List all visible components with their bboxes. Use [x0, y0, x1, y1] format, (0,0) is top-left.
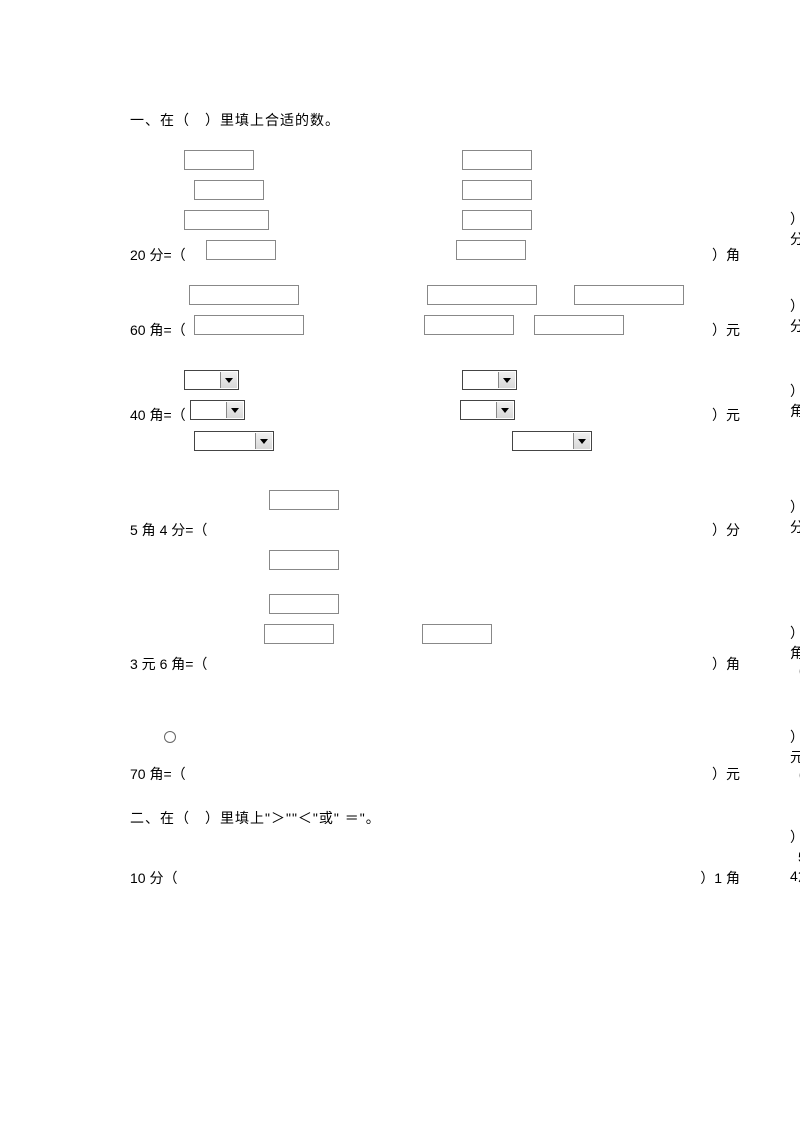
input-q1-a3[interactable]	[184, 210, 269, 230]
input-q2-c1[interactable]	[574, 285, 684, 305]
q3-left-text: 40 角=（	[130, 405, 186, 425]
q6-right-text: ）元	[712, 764, 750, 784]
q4-side: ） 分	[790, 498, 800, 537]
select-q3-a1[interactable]	[184, 370, 239, 390]
input-q4-a1[interactable]	[269, 490, 339, 510]
input-q4-a2[interactable]	[269, 550, 339, 570]
select-q3-b2[interactable]	[460, 400, 515, 420]
input-q2-b2[interactable]	[424, 315, 514, 335]
select-q3-b1[interactable]	[462, 370, 517, 390]
section-1-title: 一、在（ ）里填上合适的数。	[130, 110, 750, 130]
input-q2-b1[interactable]	[427, 285, 537, 305]
input-q1-b3[interactable]	[462, 210, 532, 230]
section-2-title: 二、在（ ）里填上"＞""＜"或" ＝"。	[130, 808, 750, 828]
q3-side: ） 角	[790, 382, 800, 421]
input-q1-b4[interactable]	[456, 240, 526, 260]
input-q1-a2[interactable]	[194, 180, 264, 200]
question-7-block: 10 分（ ）1 角 ） 5 4角	[130, 868, 750, 892]
q6-left-text: 70 角=（	[130, 764, 186, 784]
q2-side: ） 分	[790, 297, 800, 336]
q5-right-text: ）角	[712, 654, 750, 674]
q1-side: ） 分	[790, 210, 800, 249]
input-q1-b2[interactable]	[462, 180, 532, 200]
q4-left-text: 5 角 4 分=（	[130, 520, 207, 540]
input-q5-a1[interactable]	[269, 594, 339, 614]
input-q5-a2[interactable]	[264, 624, 334, 644]
q1-right-text: ）角	[712, 245, 750, 265]
q2-right-text: ）元	[712, 320, 750, 340]
input-q1-b1[interactable]	[462, 150, 532, 170]
input-q1-a4[interactable]	[206, 240, 276, 260]
select-q3-a2[interactable]	[190, 400, 245, 420]
q6-side: ） 元） （角	[790, 728, 800, 787]
input-q2-c2[interactable]	[534, 315, 624, 335]
question-1-block: ） 分 20 分=（ ）角	[130, 150, 750, 265]
q5-side: ） 角） （分	[790, 624, 800, 683]
question-2-block: 60 角=（ ）元 ） 分	[130, 285, 750, 340]
question-5-block: ） 角） （分 3 元 6 角=（ ）角	[130, 594, 750, 678]
q5-left-text: 3 元 6 角=（	[130, 654, 207, 674]
select-q3-a3[interactable]	[194, 431, 274, 451]
q7-side: ） 5 4角	[790, 828, 800, 887]
q1-left-text: 20 分=（	[130, 245, 186, 265]
q7-right-text: ）1 角	[700, 868, 750, 888]
q7-left-text: 10 分（	[130, 868, 177, 888]
input-q2-a2[interactable]	[194, 315, 304, 335]
input-q1-a1[interactable]	[184, 150, 254, 170]
q3-right-text: ）元	[712, 405, 750, 425]
question-6-block: ） 元） （角 70 角=（ ）元	[130, 728, 750, 788]
select-q3-b3[interactable]	[512, 431, 592, 451]
input-q5-b1[interactable]	[422, 624, 492, 644]
input-q2-a1[interactable]	[189, 285, 299, 305]
question-4-block: ） 分 5 角 4 分=（ ）分	[130, 490, 750, 574]
radio-q6[interactable]	[164, 731, 176, 743]
q2-left-text: 60 角=（	[130, 320, 186, 340]
q4-right-text: ）分	[712, 520, 750, 540]
question-3-block: 40 角=（ ）元 ） 角	[130, 370, 750, 455]
